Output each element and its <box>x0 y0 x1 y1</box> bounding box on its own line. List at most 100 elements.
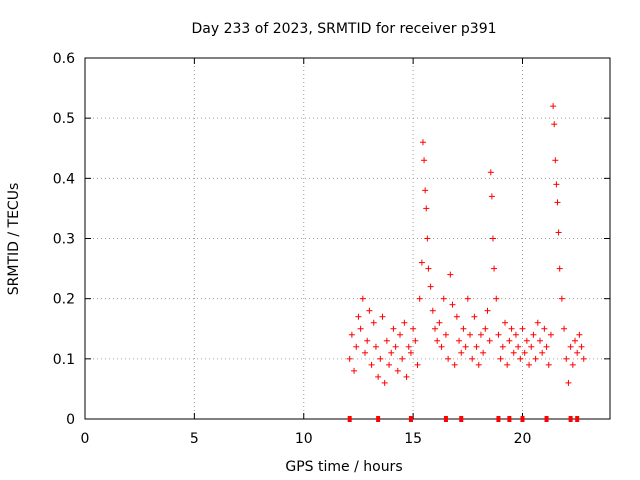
data-point <box>510 349 517 356</box>
data-point <box>552 157 559 164</box>
data-point <box>388 349 395 356</box>
data-point <box>397 331 403 338</box>
data-point <box>383 337 390 344</box>
data-point <box>551 121 558 128</box>
gap-marker <box>507 416 512 422</box>
data-point <box>401 319 408 326</box>
data-point <box>530 331 537 338</box>
data-point <box>561 325 568 332</box>
data-point <box>537 337 543 344</box>
data-point <box>447 271 454 278</box>
data-point <box>460 325 467 332</box>
data-point <box>532 355 539 362</box>
data-point <box>456 337 463 344</box>
data-point <box>471 313 478 320</box>
gap-marker <box>496 416 501 422</box>
data-point <box>381 379 388 386</box>
gap-marker <box>568 416 573 422</box>
y-tick-label: 0.5 <box>53 111 75 127</box>
data-point <box>495 331 502 338</box>
data-point <box>506 337 513 344</box>
y-tick-label: 0.2 <box>53 292 75 308</box>
data-point <box>429 307 436 314</box>
data-point <box>436 319 443 326</box>
gap-marker <box>575 416 580 422</box>
data-point <box>375 373 382 380</box>
gap-marker <box>459 416 464 422</box>
data-point <box>422 187 429 194</box>
data-point <box>419 139 426 146</box>
data-point <box>359 295 366 302</box>
data-point <box>379 313 386 320</box>
data-point <box>399 355 406 362</box>
data-point <box>572 337 578 344</box>
data-point <box>458 349 465 356</box>
gap-marker <box>376 416 381 422</box>
data-point <box>377 355 384 362</box>
y-tick-label: 0.3 <box>53 232 75 248</box>
data-point <box>569 361 576 368</box>
data-point <box>453 313 460 320</box>
data-point <box>526 361 533 368</box>
data-point <box>493 295 500 302</box>
data-point <box>565 379 572 386</box>
data-point <box>421 157 428 164</box>
data-point <box>469 355 476 362</box>
data-point <box>412 337 419 344</box>
data-point <box>440 295 447 302</box>
x-tick-label: 5 <box>190 431 199 447</box>
data-point <box>355 313 362 320</box>
gap-marker <box>408 416 413 422</box>
data-point <box>392 343 399 350</box>
y-axis-label: SRMTID / TECUs <box>6 183 22 296</box>
data-point <box>418 259 425 266</box>
data-point <box>578 343 585 350</box>
data-point <box>558 295 565 302</box>
data-point <box>370 319 377 326</box>
x-tick-label: 15 <box>404 431 422 447</box>
data-point <box>484 307 491 314</box>
data-point <box>449 301 456 308</box>
data-point <box>521 349 528 356</box>
data-point <box>414 361 421 368</box>
data-point <box>462 343 469 350</box>
data-point <box>403 373 410 380</box>
x-tick-label: 0 <box>81 431 90 447</box>
data-point <box>366 307 373 314</box>
data-point <box>488 193 495 200</box>
data-point <box>434 337 441 344</box>
data-point <box>567 343 574 350</box>
data-point <box>486 337 493 344</box>
data-point <box>357 325 364 332</box>
gap-marker <box>544 416 549 422</box>
data-point <box>553 181 560 188</box>
data-point <box>539 349 546 356</box>
data-point <box>464 295 471 302</box>
data-point <box>451 361 458 368</box>
data-point <box>346 355 353 362</box>
data-point <box>442 331 449 338</box>
data-point <box>390 325 397 332</box>
data-point <box>519 325 526 332</box>
data-point <box>502 319 508 326</box>
y-tick-label: 0.6 <box>53 51 75 67</box>
data-point <box>445 355 452 362</box>
data-point <box>405 343 412 350</box>
data-point <box>372 343 379 350</box>
chart-title: Day 233 of 2023, SRMTID for receiver p39… <box>191 21 496 37</box>
data-point <box>499 343 506 350</box>
data-point <box>467 331 473 338</box>
y-axis: 0 0.1 0.2 0.3 0.4 0.5 0.6 <box>53 51 610 428</box>
data-point <box>410 325 417 332</box>
gap-marker <box>443 416 448 422</box>
data-point <box>386 361 393 368</box>
data-point <box>351 367 358 374</box>
data-point <box>432 325 438 332</box>
data-point <box>563 355 570 362</box>
data-point <box>534 319 541 326</box>
data-point <box>576 331 583 338</box>
data-point <box>543 343 550 350</box>
data-point <box>517 355 524 362</box>
data-point <box>487 169 494 176</box>
data-point <box>512 331 519 338</box>
